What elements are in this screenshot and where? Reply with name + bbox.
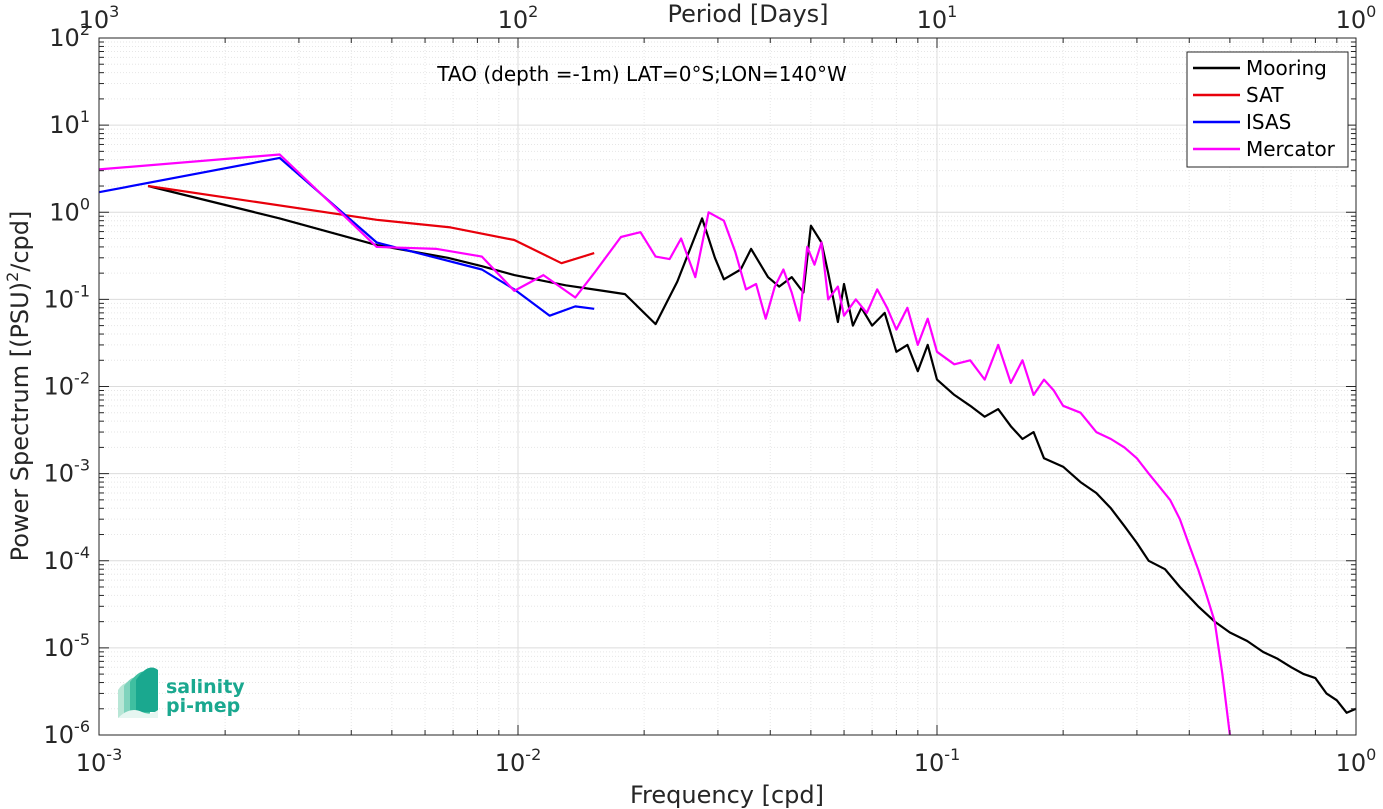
top-tick-label: 100 bbox=[1336, 2, 1377, 34]
x-tick-label-base: 10 bbox=[76, 749, 107, 777]
y-tick-label: 102 bbox=[49, 20, 90, 52]
y-tick-label-exponent: 0 bbox=[80, 194, 90, 213]
y-tick-label-exponent: -5 bbox=[74, 630, 90, 649]
y-tick-label: 10-5 bbox=[44, 630, 91, 662]
x-tick-label-base: 10 bbox=[495, 749, 526, 777]
top-tick-label-exponent: 2 bbox=[528, 2, 538, 21]
top-axis-label: Period [Days] bbox=[667, 0, 828, 28]
y-tick-label-base: 10 bbox=[49, 198, 80, 226]
chart-annotation: TAO (depth =-1m) LAT=0°S;LON=140°W bbox=[436, 62, 847, 86]
y-tick-label-exponent: -6 bbox=[74, 717, 90, 736]
series-line-mercator bbox=[98, 153, 1231, 736]
top-tick-label-base: 10 bbox=[79, 6, 110, 34]
y-tick-label-base: 10 bbox=[44, 460, 75, 488]
top-tick-label: 102 bbox=[498, 2, 539, 34]
y-tick-label-base: 10 bbox=[49, 111, 80, 139]
top-tick-label-exponent: 0 bbox=[1366, 2, 1376, 21]
y-tick-label-exponent: -2 bbox=[74, 369, 90, 388]
y-tick-label: 10-6 bbox=[44, 717, 91, 749]
series-lines bbox=[98, 153, 1357, 736]
y-tick-label: 10-2 bbox=[44, 369, 91, 401]
y-tick-label: 10-1 bbox=[44, 281, 91, 313]
x-tick-label-base: 10 bbox=[1336, 749, 1367, 777]
top-tick-label-base: 10 bbox=[1336, 6, 1367, 34]
x-axis-label: Frequency [cpd] bbox=[630, 781, 824, 809]
grid bbox=[98, 37, 1357, 736]
y-axis-label-sup: 2 bbox=[3, 272, 22, 282]
x-tick-label-exponent: -2 bbox=[525, 745, 541, 764]
y-axis-label-main: Power Spectrum [(PSU) bbox=[6, 282, 34, 561]
y-tick-label: 100 bbox=[49, 194, 90, 226]
x-tick-label-exponent: -3 bbox=[106, 745, 122, 764]
x-tick-label: 10-3 bbox=[76, 745, 123, 777]
legend: Mooring SAT ISAS Mercator bbox=[1186, 51, 1349, 168]
y-axis-label: Power Spectrum [(PSU)2/cpd] bbox=[3, 211, 34, 562]
legend-label-sat: SAT bbox=[1246, 83, 1284, 107]
x-tick-label-base: 10 bbox=[914, 749, 945, 777]
x-tick-label: 100 bbox=[1336, 745, 1377, 777]
top-tick-label-exponent: 1 bbox=[947, 2, 957, 21]
x-tick-labels: 10-3 10-2 10-1 100 bbox=[76, 745, 1377, 777]
y-tick-label-base: 10 bbox=[44, 285, 75, 313]
top-tick-labels: 103 102 101 100 bbox=[79, 2, 1377, 34]
logo-waves-icon bbox=[118, 667, 158, 718]
x-tick-label-exponent: -1 bbox=[944, 745, 960, 764]
series-line-mooring bbox=[147, 184, 1357, 714]
y-tick-label-base: 10 bbox=[44, 373, 75, 401]
series-line-sat bbox=[147, 184, 595, 265]
top-tick-label-exponent: 3 bbox=[109, 2, 119, 21]
x-tick-label: 10-2 bbox=[495, 745, 542, 777]
legend-label-mooring: Mooring bbox=[1246, 56, 1327, 80]
x-tick-label-exponent: 0 bbox=[1366, 745, 1376, 764]
y-tick-label-base: 10 bbox=[49, 24, 80, 52]
y-tick-label-base: 10 bbox=[44, 634, 75, 662]
y-tick-label-exponent: -1 bbox=[74, 281, 90, 300]
logo-text-line1: salinity bbox=[166, 676, 245, 698]
salinity-pi-mep-logo: salinity pi-mep bbox=[118, 667, 245, 718]
y-tick-label-exponent: 1 bbox=[80, 107, 90, 126]
logo-text-line2: pi-mep bbox=[166, 695, 240, 717]
y-tick-label-exponent: 2 bbox=[80, 20, 90, 39]
y-axis-label-tail: /cpd] bbox=[6, 211, 34, 272]
y-tick-label-base: 10 bbox=[44, 547, 75, 575]
series-line-isas bbox=[98, 156, 595, 317]
top-tick-label-base: 10 bbox=[498, 6, 529, 34]
y-tick-label-exponent: -4 bbox=[74, 543, 90, 562]
top-tick-label-base: 10 bbox=[917, 6, 948, 34]
top-tick-label: 101 bbox=[917, 2, 958, 34]
legend-label-isas: ISAS bbox=[1246, 110, 1291, 134]
legend-label-mercator: Mercator bbox=[1246, 137, 1336, 161]
y-tick-label: 10-3 bbox=[44, 456, 91, 488]
y-tick-label: 101 bbox=[49, 107, 90, 139]
y-tick-label: 10-4 bbox=[44, 543, 91, 575]
tick-marks bbox=[98, 37, 1357, 736]
y-tick-label-base: 10 bbox=[44, 721, 75, 749]
legend-items: Mooring SAT ISAS Mercator bbox=[1193, 56, 1336, 161]
top-tick-label: 103 bbox=[79, 2, 120, 34]
x-tick-label: 10-1 bbox=[914, 745, 961, 777]
y-tick-label-exponent: -3 bbox=[74, 456, 90, 475]
